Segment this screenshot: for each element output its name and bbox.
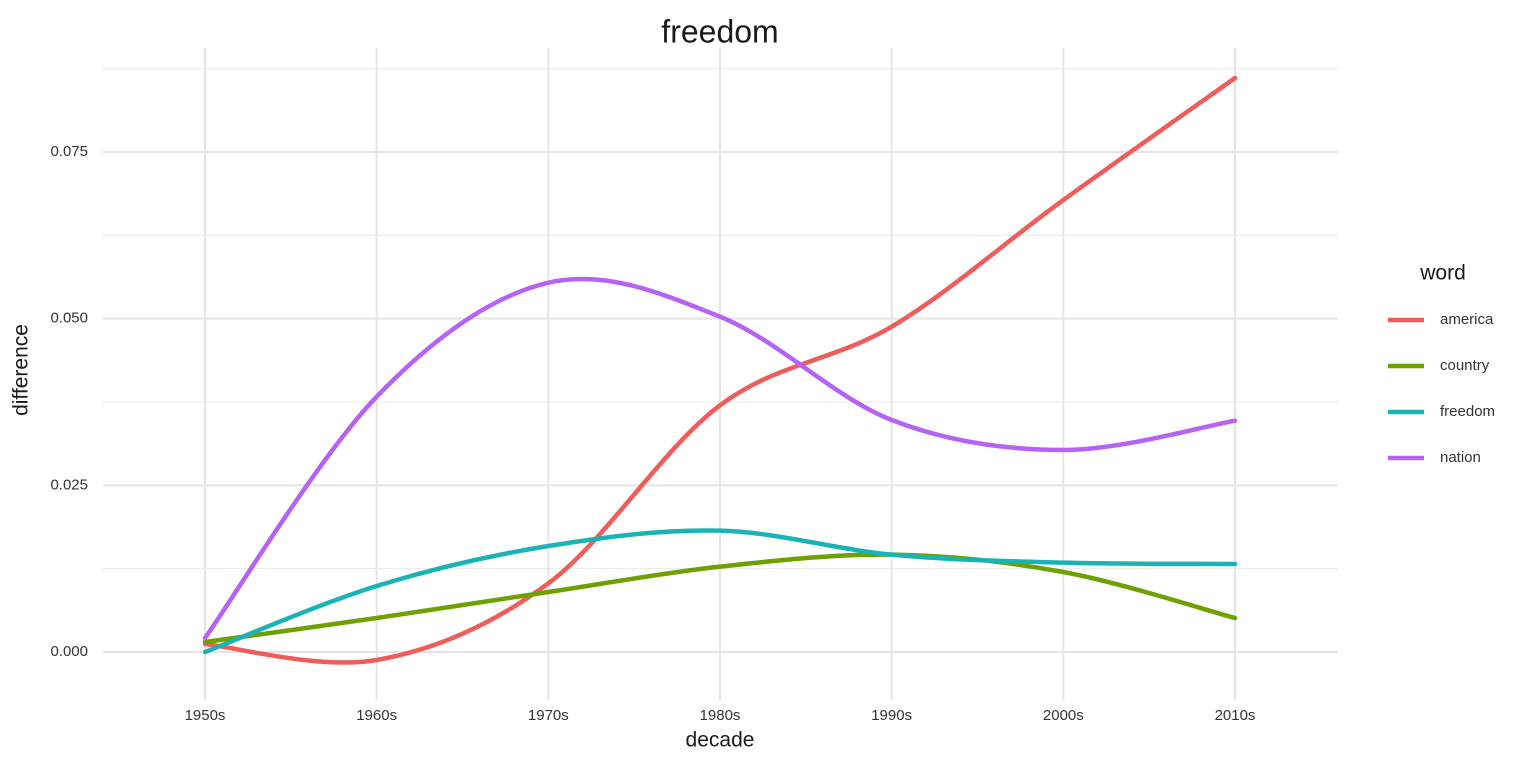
y-axis-title: difference (10, 324, 33, 416)
y-tick-label: 0.050 (50, 310, 88, 327)
legend-label: america (1440, 311, 1494, 328)
series-line (202, 75, 1238, 665)
y-tick-label: 0.000 (50, 643, 88, 660)
legend-label: nation (1440, 449, 1481, 466)
x-tick-label: 1960s (356, 707, 397, 724)
legend-label: freedom (1440, 403, 1495, 420)
x-tick-label: 1970s (528, 707, 569, 724)
x-tick-label: 2010s (1215, 707, 1256, 724)
x-tick-label: 1990s (871, 707, 912, 724)
legend-title: word (1419, 262, 1466, 285)
y-tick-label: 0.075 (50, 143, 88, 160)
series-line (202, 528, 1238, 655)
x-tick-label: 2000s (1043, 707, 1084, 724)
legend-label: country (1440, 357, 1490, 374)
x-axis-title: decade (686, 729, 755, 752)
series-line (202, 276, 1238, 641)
x-tick-label: 1950s (185, 707, 226, 724)
series-line (202, 552, 1238, 645)
x-tick-label: 1980s (700, 707, 741, 724)
chart-title: freedom (661, 13, 778, 49)
y-tick-label: 0.025 (50, 476, 88, 493)
